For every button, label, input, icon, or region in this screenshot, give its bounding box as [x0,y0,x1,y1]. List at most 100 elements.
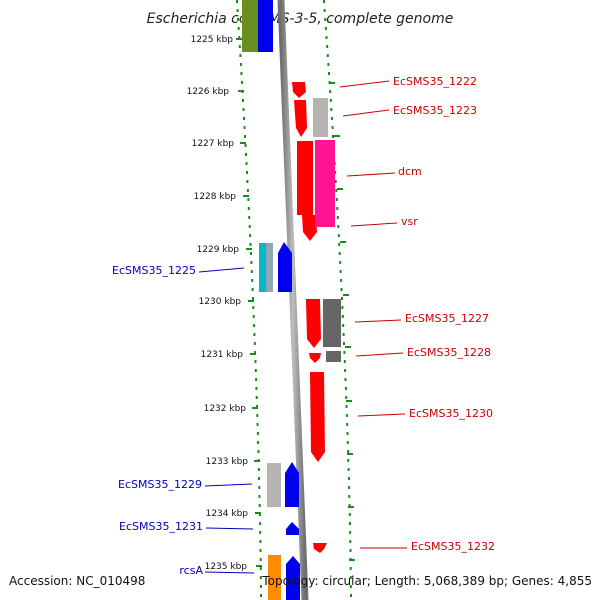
gene-block[interactable] [315,140,335,227]
ring-dot [252,315,255,318]
ring-dot [255,396,258,399]
gene-label-dcm[interactable]: dcm [398,165,422,178]
gene-label-ecsms35-1229[interactable]: EcSMS35_1229 [118,478,202,491]
ring-dot [257,468,260,471]
ring-dot [349,540,352,543]
leader-line [204,571,255,574]
ring-dot [239,54,242,57]
gene-block[interactable] [258,0,273,52]
ring-dot [259,558,262,561]
gene-arrow[interactable] [310,372,325,462]
tick-label: 1229 kbp [197,245,240,255]
gene-block[interactable] [313,98,328,137]
tick-label: 1231 kbp [201,350,244,360]
ring-dot [348,513,351,516]
tick-label: 1228 kbp [194,192,237,202]
gene-block[interactable] [266,243,273,292]
ring-dot [256,405,258,408]
gene-label-ecsms35-1231[interactable]: EcSMS35_1231 [119,520,203,533]
ring-dot [253,324,256,327]
ring-dot [238,45,241,48]
ring-dot [242,108,245,111]
gene-label-ecsms35-1225[interactable]: EcSMS35_1225 [112,264,196,277]
ring-dot [250,252,252,255]
gene-label-ecsms35-1222[interactable]: EcSMS35_1222 [393,75,477,88]
ring-dot [253,342,256,345]
ring-dot [248,225,251,228]
ring-dot [259,540,262,543]
gene-label-rcsa[interactable]: rcsA [179,564,203,577]
gene-arrow[interactable] [306,299,321,348]
gene-block[interactable] [268,555,281,600]
ring-dot [339,270,342,273]
ring-dot [346,423,349,426]
ring-dot [347,468,350,471]
ring-dot [345,396,348,399]
ring-dot [256,414,259,417]
ring-dot [258,504,261,507]
gene-label-ecsms35-1230[interactable]: EcSMS35_1230 [409,407,493,420]
gene-arrow[interactable] [302,215,317,241]
ring-dot [332,135,334,138]
tick-label: 1235 kbp [205,562,248,572]
ring-dot [249,234,252,237]
ring-dot [347,477,350,480]
gene-arrow[interactable] [286,522,299,535]
gene-block[interactable] [323,299,341,347]
ring-dot [259,549,262,552]
left-gene-labels: EcSMS35_1225 EcSMS35_1229 EcSMS35_1231 r… [112,264,203,577]
gene-block[interactable] [267,463,281,507]
ring-dot [327,63,330,66]
gene-arrow[interactable] [285,462,299,507]
ring-dot [236,0,238,3]
ring-dot [338,243,341,246]
ring-dot [241,81,243,84]
gene-arrow[interactable] [278,242,292,292]
gene-block[interactable] [326,351,341,362]
tick-label: 1230 kbp [199,297,242,307]
ring-dot [343,342,345,345]
ring-dot [242,99,244,102]
ring-dot [323,0,325,3]
ring-dot [347,459,350,462]
ring-dot [341,315,344,318]
gene-label-vsr[interactable]: vsr [401,215,418,228]
gene-arrow[interactable] [309,353,321,363]
ring-dot [344,369,347,372]
ring-dot [346,432,349,435]
gene-label-ecsms35-1232[interactable]: EcSMS35_1232 [411,540,495,553]
ring-dot [257,441,260,444]
ring-dot [243,126,246,129]
gene-arrow[interactable] [286,556,300,600]
leader-line [350,222,398,227]
gene-label-ecsms35-1223[interactable]: EcSMS35_1223 [393,104,477,117]
ring-dot [343,360,346,363]
ring-dot [236,9,239,12]
gene-arrow[interactable] [294,100,307,137]
ring-dot [253,333,256,336]
ring-dot [247,198,250,201]
tick-label: 1225 kbp [191,35,234,45]
ring-dot [343,351,346,354]
ring-dot [258,477,261,480]
leader-line [354,319,402,323]
ring-dot [348,504,351,507]
ring-dot [256,432,259,435]
label-leaders [198,80,407,574]
ring-dot [243,117,245,120]
ring-dot [255,387,258,390]
gene-label-ecsms35-1227[interactable]: EcSMS35_1227 [405,312,489,325]
gene-block[interactable] [242,0,258,52]
ring-dot [349,531,352,534]
gene-arrow[interactable] [313,543,327,553]
ring-dot [251,279,254,282]
ring-dot [336,216,339,219]
gene-block[interactable] [259,243,267,292]
gene-arrow[interactable] [292,82,306,98]
gene-block[interactable] [297,141,313,215]
gene-label-ecsms35-1228[interactable]: EcSMS35_1228 [407,346,491,359]
ring-dot [244,144,247,147]
ring-dot [326,45,329,48]
ring-dot [326,54,329,57]
ring-dot [344,378,347,381]
